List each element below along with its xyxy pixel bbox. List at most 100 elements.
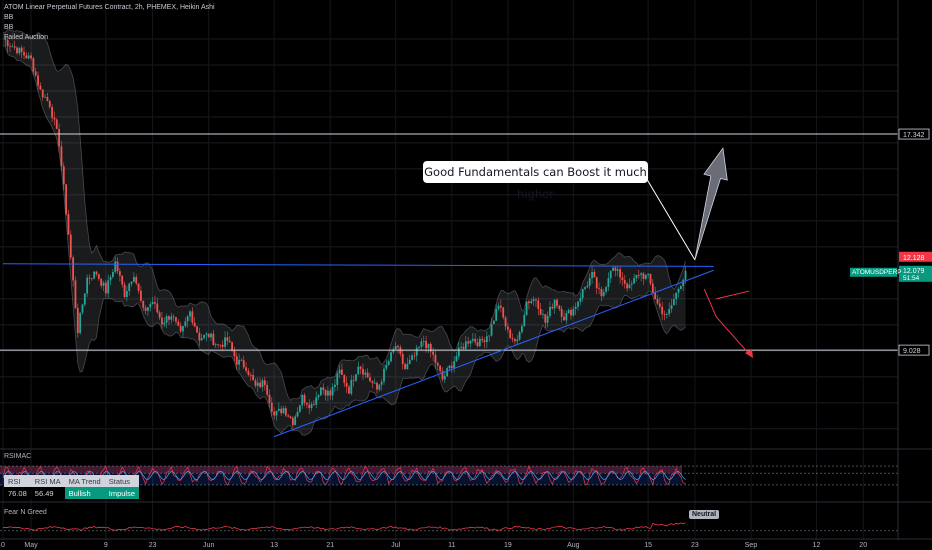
candle-body xyxy=(574,306,577,309)
candles xyxy=(4,35,687,429)
candle-body xyxy=(415,347,418,356)
candle-body xyxy=(390,352,392,362)
candle-body xyxy=(651,283,654,293)
candle-body xyxy=(623,280,626,284)
candle-body xyxy=(224,337,226,347)
candle-body xyxy=(280,408,283,414)
candle-body xyxy=(621,277,624,281)
candle-body xyxy=(471,338,474,341)
candle-body xyxy=(528,301,530,304)
candle-body xyxy=(364,372,367,375)
candle-body xyxy=(665,314,668,315)
legend-bb-1[interactable]: BB xyxy=(4,14,14,21)
candle-body xyxy=(563,316,565,321)
candle-body xyxy=(345,382,348,387)
candle-body xyxy=(507,326,509,330)
candle-body xyxy=(303,394,306,403)
annotation-callout[interactable]: Good Fundamentals can Boost it much high… xyxy=(423,161,648,201)
candle-body xyxy=(121,275,124,285)
candle-body xyxy=(684,270,687,280)
candle-body xyxy=(642,273,645,279)
candle-body xyxy=(149,304,152,308)
candle-body xyxy=(537,300,540,310)
time-tick: 15 xyxy=(644,542,652,549)
candle-body xyxy=(284,408,287,416)
candle-body xyxy=(140,290,142,301)
candle-body xyxy=(560,308,563,317)
last-price-label: 12.079 xyxy=(903,268,925,275)
candle-body xyxy=(104,282,107,294)
candle-body xyxy=(460,346,463,348)
candle-body xyxy=(62,166,65,185)
candle-body xyxy=(670,305,673,309)
candle-body xyxy=(397,346,399,348)
candle-body xyxy=(586,285,589,288)
candle-body xyxy=(221,344,224,347)
candle-body xyxy=(359,366,362,369)
candle-body xyxy=(170,316,173,320)
candle-body xyxy=(567,309,570,314)
candle-body xyxy=(488,335,491,337)
candle-body xyxy=(172,316,175,318)
candle-body xyxy=(553,299,556,309)
candle-body xyxy=(135,276,138,284)
candle-body xyxy=(387,361,390,365)
candle-body xyxy=(256,382,259,386)
candle-body xyxy=(324,389,327,396)
time-tick: 9 xyxy=(104,542,108,549)
high-price-label: 12.128 xyxy=(903,255,925,262)
candle-body xyxy=(371,381,374,383)
candle-body xyxy=(565,313,568,321)
candle-body xyxy=(436,362,439,366)
time-tick: Sep xyxy=(745,542,758,549)
callout-pointer xyxy=(644,175,696,261)
candle-body xyxy=(392,349,395,353)
candle-body xyxy=(34,71,37,76)
candle-body xyxy=(376,382,378,390)
candle-body xyxy=(308,404,311,409)
candle-body xyxy=(443,376,446,380)
legend-failed-auction[interactable]: Failed Auction xyxy=(4,34,48,41)
candle-body xyxy=(422,340,425,342)
candle-body xyxy=(478,338,481,347)
candle-body xyxy=(186,316,189,322)
candle-body xyxy=(530,301,533,304)
legend-bb-2[interactable]: BB xyxy=(4,24,14,31)
candle-body xyxy=(200,338,203,341)
bb-fill xyxy=(3,29,686,436)
time-tick: 20 xyxy=(859,542,867,549)
candle-body xyxy=(147,307,149,311)
candle-body xyxy=(380,381,383,385)
candle-body xyxy=(4,39,7,41)
candle-body xyxy=(25,55,28,59)
candle-body xyxy=(74,280,77,309)
candle-body xyxy=(116,261,119,272)
candle-body xyxy=(504,317,507,327)
candle-body xyxy=(88,277,91,279)
rsimac-header-rsi: RSI xyxy=(4,475,31,487)
candle-body xyxy=(320,387,322,396)
candle-body xyxy=(654,292,657,300)
candle-body xyxy=(577,301,579,307)
countdown-label: 51:54 xyxy=(903,275,920,282)
candle-body xyxy=(366,372,369,378)
bb-lower xyxy=(2,44,686,436)
candle-body xyxy=(605,287,607,292)
rsimac-value-rsi-ma: 56.49 xyxy=(30,487,65,499)
support-price-label-bg xyxy=(899,345,932,356)
candle-body xyxy=(231,342,233,351)
candle-body xyxy=(277,408,280,411)
candle-body xyxy=(315,397,318,405)
candle-body xyxy=(446,368,449,377)
rsimac-value-rsi: 76.08 xyxy=(4,487,31,499)
time-tick: Jul xyxy=(391,542,400,549)
candle-body xyxy=(53,117,56,120)
candle-body xyxy=(51,106,53,118)
time-tick: 11 xyxy=(448,542,455,549)
candle-body xyxy=(539,309,542,315)
candle-body xyxy=(123,284,126,297)
candle-body xyxy=(261,380,264,388)
candle-body xyxy=(598,288,600,290)
